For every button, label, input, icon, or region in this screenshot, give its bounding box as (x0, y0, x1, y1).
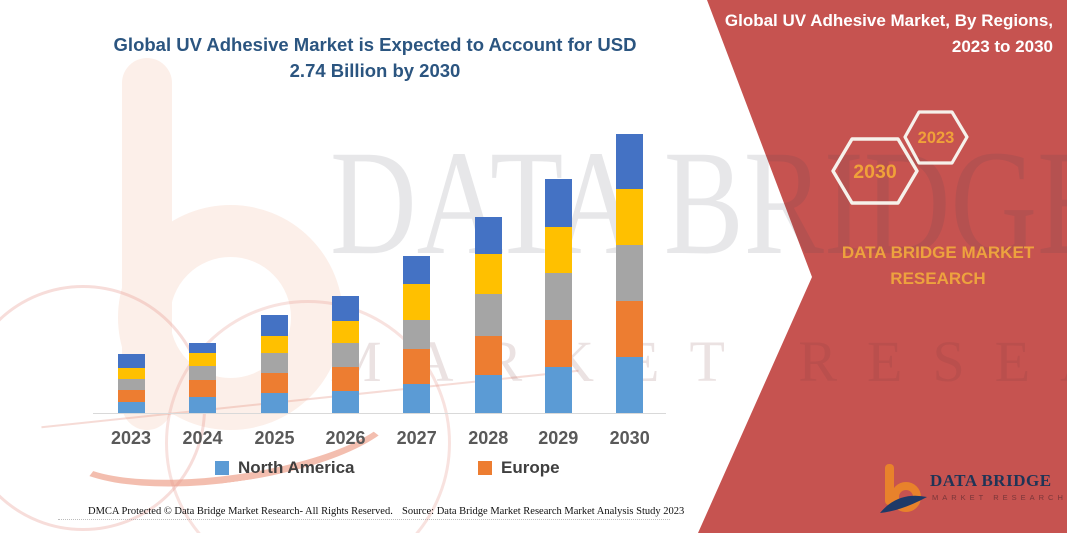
bar-2026-segment (332, 367, 359, 391)
bar-2028-segment (474, 294, 502, 336)
logo-subtitle: MARKET RESEARCH (932, 493, 1067, 502)
legend-swatch-europe (478, 461, 492, 475)
hexagon-badges: 2023 2030 (831, 110, 969, 205)
bar-2024-segment (189, 380, 216, 397)
x-axis-label-2026: 2026 (325, 428, 366, 448)
bar-2030-segment (616, 245, 644, 301)
bar-2027-segment (403, 349, 431, 384)
bar-2024-segment (189, 397, 216, 413)
bar-2025 (261, 315, 288, 413)
hexagon-2023-outline (903, 110, 969, 165)
bar-2030-segment (616, 357, 644, 413)
bar-2023-segment (117, 354, 145, 368)
bar-2026 (332, 296, 359, 413)
x-axis-line (93, 413, 666, 414)
bar-2029-segment (544, 273, 572, 320)
legend-item-europe: Europe (478, 458, 560, 478)
hexagon-2023-label: 2023 (918, 129, 955, 147)
footer-source-text: Source: Data Bridge Market Research Mark… (402, 506, 685, 517)
watermark-text-data-bridge: DATA BRIDGE (330, 120, 1067, 286)
bar-2027 (403, 256, 431, 413)
x-axis-label-2028: 2028 (468, 428, 509, 448)
bar-2023-segment (117, 379, 145, 390)
hexagon-2030-label: 2030 (853, 161, 897, 183)
footer-dotted-separator (58, 519, 670, 520)
logo-b-stem (885, 464, 894, 505)
bar-2028-segment (474, 217, 502, 254)
bar-2025-segment (261, 315, 288, 336)
footer-dmca-text: DMCA Protected © Data Bridge Market Rese… (88, 506, 393, 517)
bar-2028-segment (474, 336, 502, 375)
chart-title: Global UV Adhesive Market is Expected to… (95, 32, 655, 84)
x-axis-label-2023: 2023 (110, 428, 152, 448)
bar-2027-segment (403, 256, 431, 284)
legend-swatch-north-america (215, 461, 229, 475)
hexagon-2030-outline (831, 137, 919, 205)
panel-brand-text: DATA BRIDGE MARKET RESEARCH (841, 243, 1035, 288)
x-axis-label-2024: 2024 (182, 428, 223, 448)
bar-2029-segment (544, 320, 572, 367)
bar-2026-segment (332, 343, 359, 367)
legend-label-north-america: North America (238, 458, 355, 477)
logo-swoosh (880, 495, 927, 513)
bar-2027-segment (403, 320, 431, 349)
bar-2023 (117, 354, 145, 413)
bar-2023-segment (117, 402, 145, 413)
bar-2030-segment (616, 301, 644, 357)
legend-label-europe: Europe (501, 458, 560, 477)
chart-title-line1: Global UV Adhesive Market is Expected to… (113, 34, 637, 55)
bar-2023-segment (117, 390, 145, 402)
bar-2026-segment (332, 296, 359, 321)
panel-header: Global UV Adhesive Market, By Regions, 2… (713, 8, 1053, 60)
bar-2025-segment (261, 373, 288, 393)
bar-2029-segment (544, 179, 572, 227)
bar-2027-segment (403, 284, 431, 320)
logo-title: DATA BRIDGE (930, 471, 1052, 490)
bar-2030 (616, 134, 644, 413)
bar-2029 (544, 179, 572, 413)
x-axis-label-2030: 2030 (609, 428, 650, 448)
bar-2025-segment (261, 353, 288, 373)
panel-header-line1: Global UV Adhesive Market, By Regions, (724, 11, 1053, 30)
bar-2024 (189, 343, 216, 413)
bar-2027-segment (403, 384, 431, 413)
x-axis-label-2025: 2025 (254, 428, 295, 448)
x-axis-label-2027: 2027 (396, 428, 437, 448)
bar-2030-segment (616, 134, 644, 189)
bar-2024-segment (189, 343, 216, 353)
bar-2028 (474, 217, 502, 413)
bar-2029-segment (544, 367, 572, 413)
bar-2028-segment (474, 375, 502, 413)
bar-2026-segment (332, 391, 359, 413)
bar-2025-segment (261, 336, 288, 353)
bar-2023-segment (117, 368, 145, 379)
bar-2025-segment (261, 393, 288, 413)
chart-title-line2: 2.74 Billion by 2030 (289, 60, 461, 81)
bar-2024-segment (189, 353, 216, 366)
legend-item-north-america: North America (215, 458, 355, 478)
bar-2029-segment (544, 227, 572, 273)
panel-header-line2: 2023 to 2030 (951, 37, 1053, 56)
bar-2024-segment (189, 366, 216, 380)
bar-2026-segment (332, 321, 359, 343)
watermark-text-market-research: MARKET RESEARCH (330, 329, 1067, 394)
x-axis-label-2029: 2029 (538, 428, 579, 448)
bar-2028-segment (474, 254, 502, 294)
data-bridge-logo-icon (880, 464, 927, 513)
bar-2030-segment (616, 189, 644, 245)
